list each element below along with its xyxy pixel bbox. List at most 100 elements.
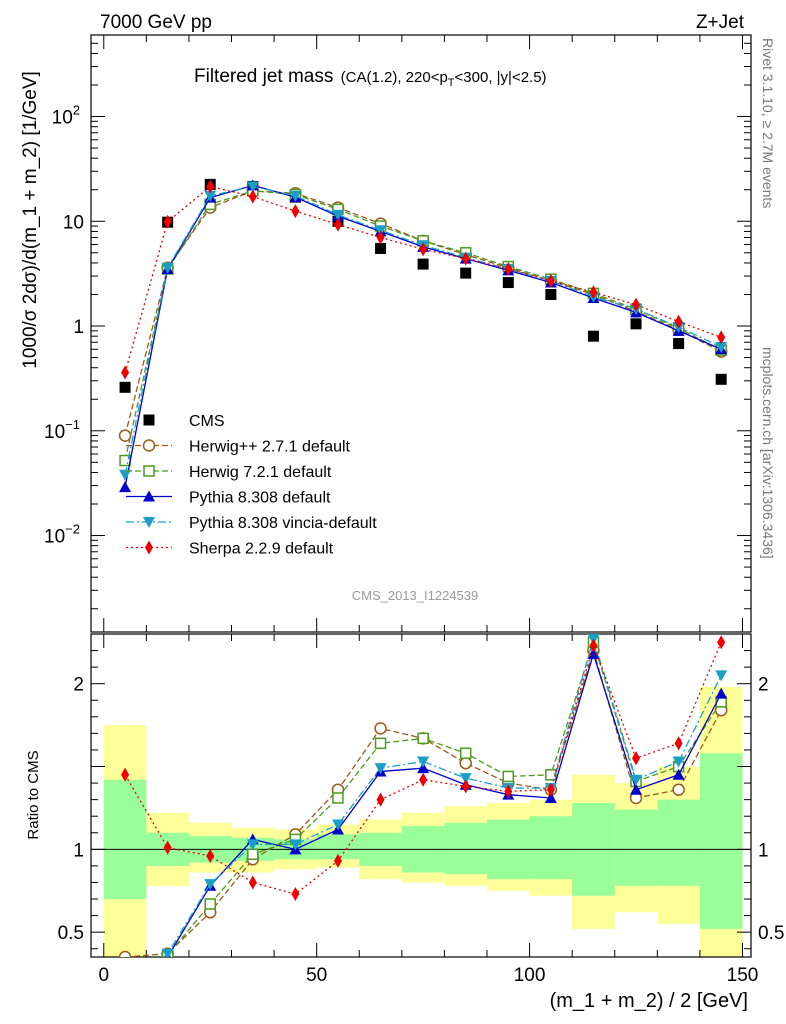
ratio-point <box>291 887 300 902</box>
band-inner-bin <box>657 799 700 886</box>
band-inner-bin <box>103 779 147 900</box>
data-point <box>291 204 300 219</box>
ratio-point <box>589 638 598 653</box>
data-point <box>630 318 642 330</box>
data-point <box>632 297 641 312</box>
ratio-point <box>544 791 557 803</box>
data-point <box>419 242 428 257</box>
ratio-uncertainty-bands <box>103 687 743 957</box>
ratio-point <box>121 767 130 782</box>
band-inner-bin <box>699 753 743 929</box>
ratio-point <box>374 737 387 750</box>
ratio-line <box>124 642 722 895</box>
ratio-point <box>204 879 217 891</box>
legend-entry: CMS <box>143 413 225 430</box>
process-label: Z+Jet <box>696 12 745 33</box>
ratio-point <box>247 848 259 861</box>
main-plot-series <box>118 178 728 493</box>
data-point <box>502 277 514 289</box>
legend-marker <box>143 517 155 528</box>
data-point <box>504 262 513 277</box>
ratio-y-axis-label: Ratio to CMS <box>25 750 42 839</box>
ratio-pythia-8-308-vincia-default <box>161 634 728 957</box>
ratio-point <box>206 848 215 863</box>
legend-label: Herwig 7.2.1 default <box>189 464 332 481</box>
data-point <box>163 214 172 229</box>
series-line <box>124 185 722 373</box>
data-point <box>206 179 215 194</box>
ratio-point <box>376 792 385 807</box>
ratio-line <box>162 636 722 957</box>
ratio-y-tick-label-right: 1 <box>758 840 769 861</box>
data-point <box>546 273 555 288</box>
data-point <box>161 262 174 274</box>
data-point <box>119 381 131 393</box>
ratio-point <box>374 763 387 775</box>
main-y-axis-label: 1000/σ 2dσ)/d(m_1 + m_2) [1/GeV] <box>20 71 41 369</box>
ratio-point <box>374 722 387 735</box>
ratio-point <box>715 670 728 682</box>
ratio-y-tick-label: 0.5 <box>58 923 84 944</box>
ratio-point <box>546 782 555 797</box>
main-plot-axes: 10−2 10−1 1 10 102 <box>44 34 752 633</box>
ratio-plot-series <box>118 634 728 957</box>
plot-title-main: Filtered jet mass <box>194 66 333 87</box>
data-point <box>461 251 470 266</box>
ratio-point <box>674 736 683 751</box>
ratio-sherpa-2-2-9-default <box>121 635 726 902</box>
ratio-point <box>502 770 515 783</box>
ratio-point <box>333 853 342 868</box>
ratio-series-clipped <box>118 634 728 957</box>
data-point <box>589 285 598 300</box>
data-point <box>119 481 132 493</box>
data-point <box>121 365 130 380</box>
x-tick-label: 50 <box>306 965 327 986</box>
ratio-point <box>161 948 174 957</box>
data-point <box>331 209 344 221</box>
x-tick-label: 100 <box>514 965 546 986</box>
data-point <box>118 429 132 442</box>
legend: CMS Herwig++ 2.7.1 default Herwig 7.2.1 de… <box>126 413 377 558</box>
ratio-point <box>417 732 429 745</box>
legend-marker <box>143 465 155 477</box>
x-tick-label: 0 <box>98 965 109 986</box>
ratio-point <box>163 840 172 855</box>
legend-marker <box>142 439 156 452</box>
data-point <box>460 267 472 279</box>
data-point <box>119 469 132 481</box>
main-y-tick-label: 1 <box>73 317 84 338</box>
ratio-plot-axes: 0 50 100 150 0.5 0.5 1 1 2 2 <box>58 633 784 986</box>
legend-entry: Herwig++ 2.7.1 default <box>126 439 351 456</box>
ratio-point <box>248 875 257 890</box>
plot-title: Filtered jet mass (CA(1.2), 220<pT<300, … <box>194 66 547 89</box>
ratio-point <box>717 635 726 650</box>
legend-entry: Sherpa 2.2.9 default <box>126 540 334 558</box>
data-point <box>289 190 302 202</box>
data-point <box>417 258 429 270</box>
data-point <box>715 342 728 354</box>
main-y-tick-label: 10 <box>63 212 84 233</box>
ratio-point <box>118 950 132 957</box>
ratio-y-tick-label: 2 <box>73 675 84 696</box>
ratio-point <box>459 773 472 785</box>
legend-entry: Herwig 7.2.1 default <box>126 464 332 481</box>
ratio-y-tick-label: 1 <box>73 840 84 861</box>
data-point <box>674 314 683 329</box>
ratio-point <box>630 783 643 795</box>
ratio-point <box>419 772 428 787</box>
x-tick-label: 150 <box>727 965 759 986</box>
legend-marker <box>143 414 155 426</box>
legend-label: Pythia 8.308 vincia-default <box>189 515 377 532</box>
series-line <box>124 185 722 475</box>
data-point <box>248 189 257 204</box>
side-label-bottom: mcplots.cern.ch [arXiv:1306.3436] <box>760 347 776 559</box>
series-sherpa-2-2-9-default <box>121 179 726 380</box>
data-point <box>246 181 259 193</box>
legend-label: CMS <box>189 413 225 430</box>
legend-marker <box>143 490 155 502</box>
ratio-point <box>632 751 641 766</box>
data-point <box>376 230 385 245</box>
ratio-point <box>459 747 472 760</box>
data-point <box>375 242 387 254</box>
